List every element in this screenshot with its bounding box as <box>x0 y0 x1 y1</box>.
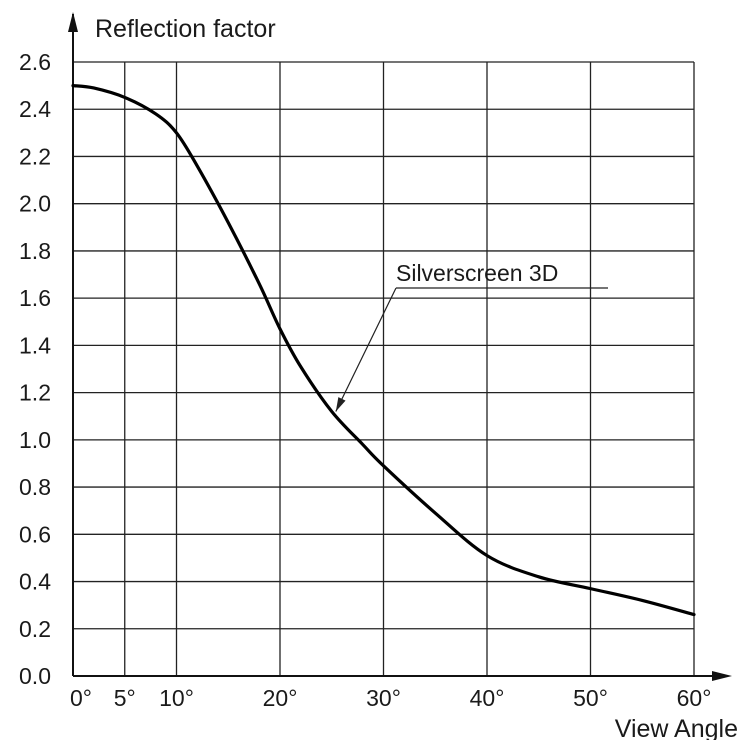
y-tick-label: 0.6 <box>19 521 51 547</box>
y-tick-label: 2.0 <box>19 191 51 217</box>
axes <box>68 12 732 681</box>
y-tick-label: 1.2 <box>19 380 51 406</box>
tick-labels: 0.0 0.2 0.4 0.6 0.8 1.0 1.2 1.4 1.6 1.8 2.0 2.2 2.4 2… <box>19 49 711 711</box>
x-tick-label: 0° <box>70 685 92 711</box>
annotation-arrowhead <box>335 397 346 412</box>
grid <box>72 61 695 677</box>
y-tick-label: 1.0 <box>19 427 51 453</box>
annotation-leader <box>335 287 397 412</box>
x-tick-label: 40° <box>470 685 505 711</box>
y-axis-arrow <box>68 12 78 32</box>
x-tick-label: 30° <box>366 685 401 711</box>
y-axis-label: Reflection factor <box>95 15 276 43</box>
y-tick-label: 1.4 <box>19 332 51 358</box>
series-line <box>71 84 696 617</box>
x-axis-arrow <box>712 671 732 681</box>
x-tick-label: 10° <box>159 685 194 711</box>
y-tick-label: 0.4 <box>19 569 51 595</box>
x-tick-label: 5° <box>114 685 136 711</box>
x-tick-label: 20° <box>263 685 298 711</box>
y-tick-label: 2.2 <box>19 143 51 169</box>
y-tick-label: 2.6 <box>19 49 51 75</box>
annotation-label: Silverscreen 3D <box>396 260 558 286</box>
y-tick-label: 1.6 <box>19 285 51 311</box>
x-tick-label: 50° <box>573 685 608 711</box>
x-tick-label: 60° <box>677 685 712 711</box>
series-group <box>71 84 696 617</box>
y-tick-label: 1.8 <box>19 238 51 264</box>
y-tick-label: 2.4 <box>19 96 51 122</box>
x-axis-label: View Angle <box>615 715 738 740</box>
y-tick-label: 0.2 <box>19 616 51 642</box>
annotation-group: Silverscreen 3D <box>335 260 608 412</box>
y-tick-label: 0.8 <box>19 474 51 500</box>
y-tick-label: 0.0 <box>19 663 51 689</box>
